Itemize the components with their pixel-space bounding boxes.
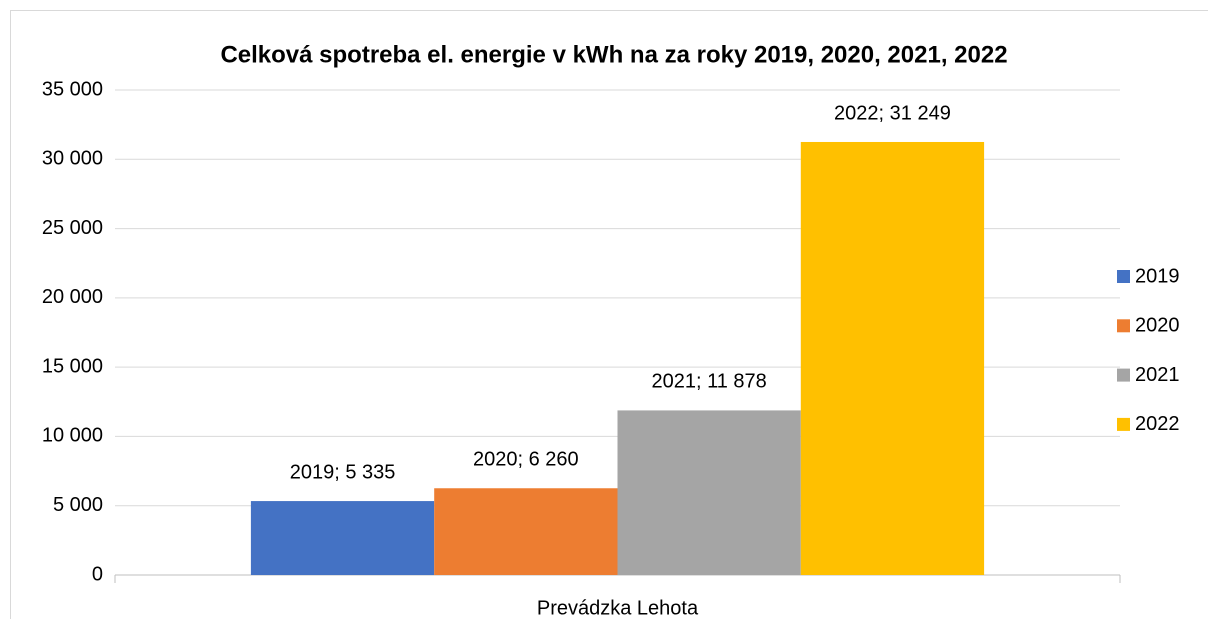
- legend-label: 2022: [1135, 413, 1180, 435]
- data-label: 2020; 6 260: [473, 449, 579, 471]
- data-label: 2022; 31 249: [834, 102, 951, 124]
- bar: [800, 141, 985, 575]
- legend-swatch: [1117, 368, 1130, 382]
- legend-label: 2020: [1135, 315, 1180, 337]
- y-tick-label: 30 000: [42, 148, 103, 170]
- y-tick-label: 0: [92, 563, 103, 585]
- legend-label: 2021: [1135, 364, 1180, 386]
- y-tick-label: 20 000: [42, 286, 103, 308]
- x-tick-label: Prevádzka Lehota: [537, 597, 699, 619]
- y-tick-label: 25 000: [42, 217, 103, 239]
- legend-swatch: [1117, 319, 1130, 333]
- y-tick-label: 35 000: [42, 78, 103, 100]
- y-tick-label: 10 000: [42, 425, 103, 447]
- y-tick-label: 5 000: [53, 494, 103, 516]
- legend-label: 2019: [1135, 265, 1180, 287]
- chart-title: Celková spotreba el. energie v kWh na za…: [220, 41, 1007, 68]
- data-label: 2021; 11 878: [652, 371, 767, 393]
- y-tick-label: 15 000: [42, 355, 103, 377]
- data-label: 2019; 5 335: [290, 461, 396, 483]
- bar: [434, 488, 618, 575]
- bar: [617, 410, 801, 575]
- legend-swatch: [1117, 270, 1130, 283]
- legend-swatch: [1117, 417, 1130, 431]
- bar: [250, 501, 435, 575]
